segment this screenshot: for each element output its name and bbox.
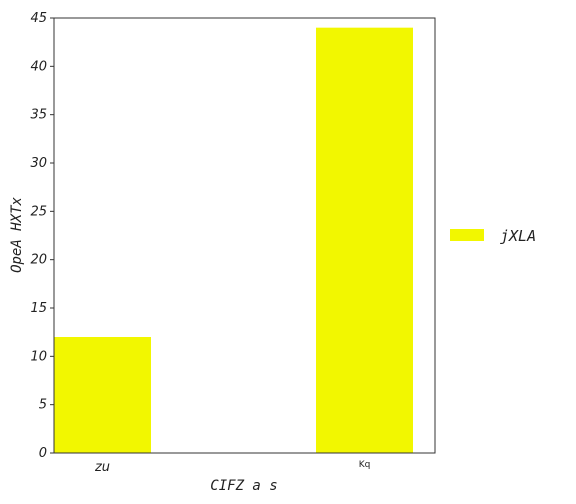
y-tick-label: 10 <box>30 349 47 364</box>
bar-zu <box>54 337 151 453</box>
y-tick-label: 45 <box>30 11 47 26</box>
y-tick-label: 15 <box>30 301 47 316</box>
x-tick-label: Kq <box>359 460 371 470</box>
y-tick-label: 30 <box>30 156 47 171</box>
y-tick-label: 25 <box>30 204 47 219</box>
x-tick-label: zu <box>94 460 110 475</box>
y-tick-label: 35 <box>30 108 47 123</box>
x-axis-title: CIFZ a s <box>210 478 277 494</box>
legend: jXLA <box>450 227 536 245</box>
x-axis-ticks: zu Kq <box>94 460 370 475</box>
y-axis-title: OpeA HXTx <box>9 197 25 273</box>
legend-label: jXLA <box>500 227 536 245</box>
legend-swatch <box>450 229 484 241</box>
y-tick-label: 5 <box>39 398 47 413</box>
bar-Kq <box>316 27 413 454</box>
y-axis-ticks: 0 5 10 15 20 25 30 35 40 45 <box>30 11 54 461</box>
y-tick-label: 20 <box>30 253 47 268</box>
plot-frame <box>53 17 436 454</box>
bars-group <box>54 27 413 454</box>
y-tick-label: 40 <box>30 59 47 74</box>
y-tick-label: 0 <box>39 446 47 461</box>
